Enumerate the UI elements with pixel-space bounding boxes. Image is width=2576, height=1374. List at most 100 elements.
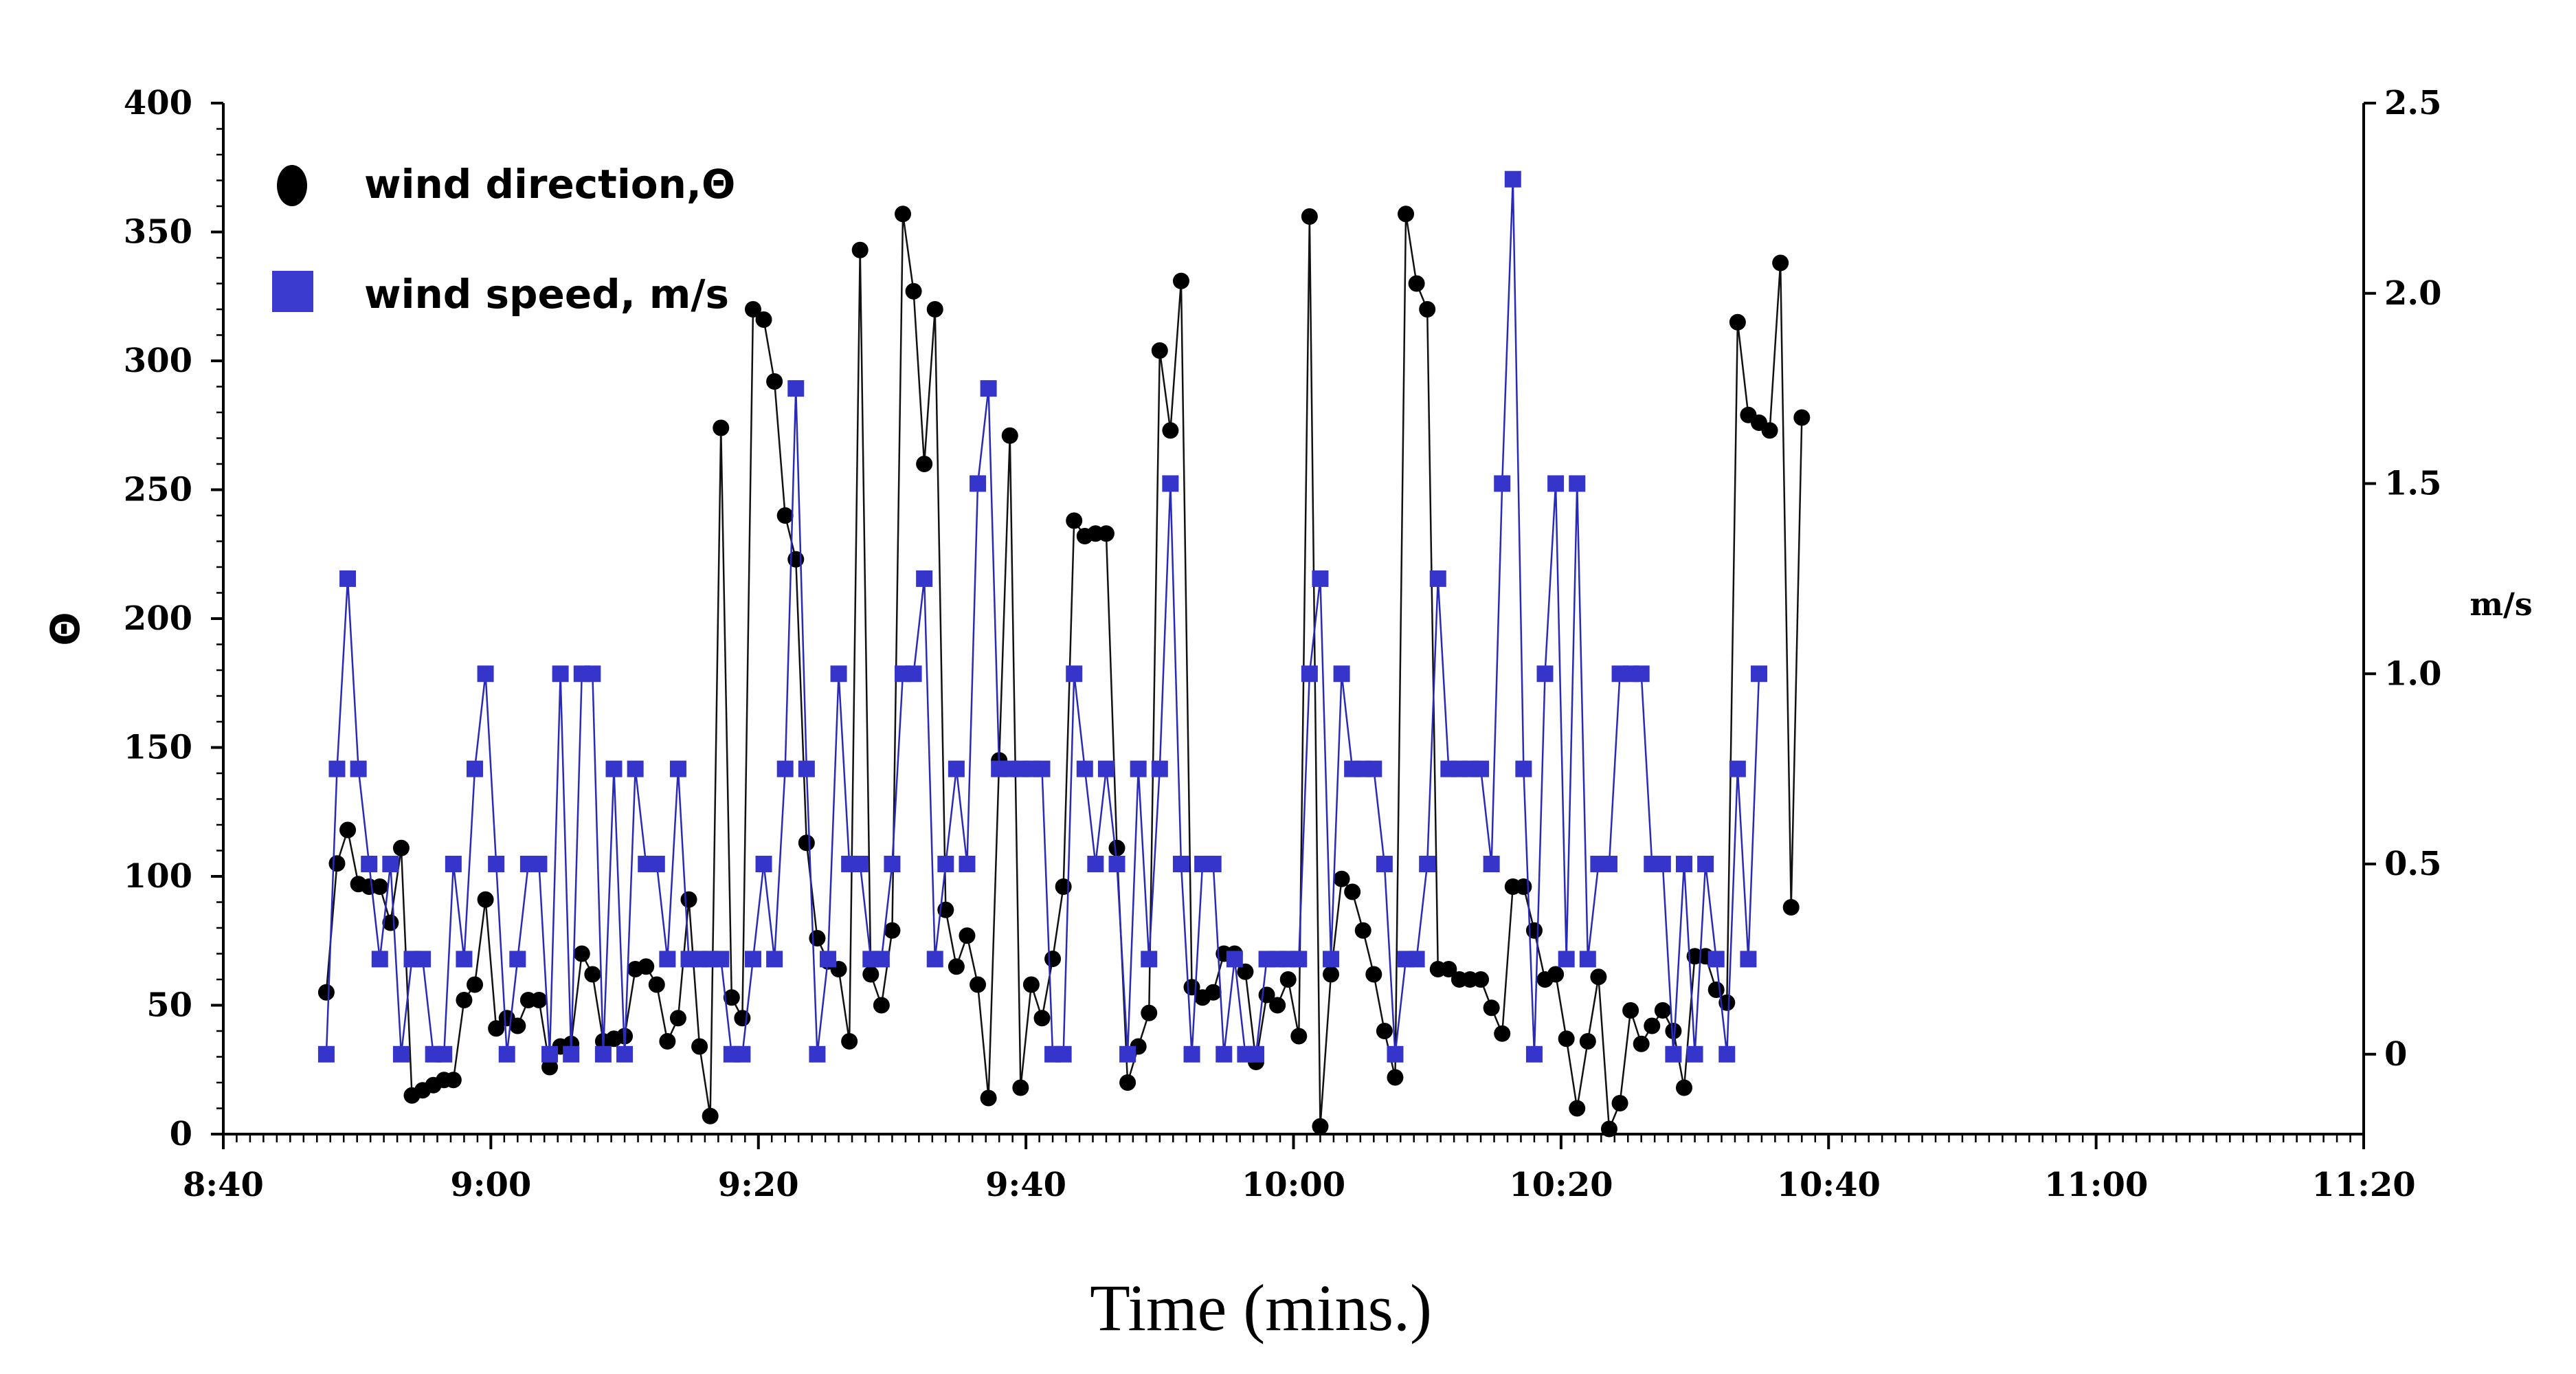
wind-direction-point (1622, 1002, 1639, 1019)
wind-direction-point (339, 821, 357, 839)
wind-direction-point (776, 507, 794, 524)
wind-speed-point (1183, 1045, 1200, 1063)
wind-speed-point (563, 1045, 580, 1063)
wind-direction-series (317, 206, 1811, 1138)
wind-speed-point (905, 665, 922, 683)
wind-speed-point (1119, 1045, 1136, 1063)
wind-direction-point (680, 891, 697, 908)
wind-direction-point (691, 1038, 708, 1055)
wind-direction-point (1590, 968, 1607, 986)
wind-direction-point (1205, 984, 1222, 1001)
wind-direction-point (1119, 1074, 1136, 1091)
wind-direction-point (1312, 1118, 1329, 1135)
wind-direction-point (488, 1020, 505, 1037)
wind-direction-point (1525, 922, 1543, 939)
wind-speed-point (1408, 951, 1425, 968)
wind-direction-point (1398, 206, 1415, 223)
wind-direction-point (1001, 427, 1018, 444)
wind-speed-point (787, 380, 805, 397)
x-tick-label: 11:20 (2311, 1166, 2415, 1204)
right-tick-label: 2.0 (2384, 274, 2442, 313)
legend-label-speed: wind speed, m/s (364, 271, 729, 318)
wind-speed-point (1365, 760, 1382, 777)
wind-direction-point (980, 1089, 997, 1107)
wind-direction-point (1793, 409, 1811, 426)
wind-direction-point (1376, 1023, 1393, 1039)
wind-speed-point (1097, 760, 1115, 777)
wind-direction-point (798, 834, 815, 852)
wind-speed-point (371, 951, 388, 968)
right-tick-label: 0.5 (2384, 845, 2442, 883)
wind-speed-point (414, 951, 432, 968)
wind-direction-point (648, 976, 665, 993)
wind-speed-point (1076, 760, 1093, 777)
wind-direction-point (1440, 961, 1457, 977)
wind-speed-point (1141, 951, 1158, 968)
wind-speed-point (1494, 475, 1511, 492)
wind-speed-point (1055, 1045, 1072, 1063)
x-tick-label: 10:00 (1242, 1166, 1345, 1204)
wind-speed-point (1579, 951, 1596, 968)
legend-label-direction: wind direction,Θ (364, 161, 735, 208)
wind-direction-point (948, 958, 965, 975)
wind-speed-point (669, 760, 686, 777)
wind-direction-point (1344, 883, 1361, 900)
wind-speed-point (798, 760, 815, 777)
x-tick-label: 9:40 (985, 1166, 1066, 1204)
wind-direction-point (1483, 999, 1500, 1017)
wind-direction-point (1012, 1079, 1029, 1096)
wind-direction-point (916, 456, 933, 472)
wind-direction-point (467, 976, 484, 993)
wind-speed-point (1108, 856, 1125, 873)
wind-direction-point (1579, 1033, 1596, 1050)
wind-direction-point (1033, 1010, 1051, 1027)
wind-direction-point (1515, 878, 1532, 895)
wind-direction-point (584, 966, 601, 983)
wind-speed-point (1600, 856, 1617, 873)
wind-speed-point (436, 1045, 453, 1063)
wind-speed-point (1066, 665, 1083, 683)
wind-speed-point (1483, 856, 1500, 873)
wind-direction-point (573, 945, 590, 962)
wind-speed-point (584, 665, 601, 683)
wind-direction-point (1569, 1100, 1586, 1117)
legend-square-marker (272, 271, 313, 312)
wind-speed-point (1162, 475, 1179, 492)
wind-direction-point (809, 930, 826, 946)
wind-direction-point (1044, 951, 1062, 967)
wind-direction-point (1301, 208, 1318, 225)
wind-speed-series (317, 170, 1768, 1063)
wind-speed-point (937, 856, 954, 873)
wind-direction-point (895, 206, 912, 223)
wind-direction-point (1707, 982, 1725, 998)
wind-speed-point (317, 1045, 335, 1063)
wind-direction-point (744, 301, 761, 318)
wind-direction-point (1354, 922, 1371, 939)
wind-direction-point (669, 1010, 686, 1027)
x-axis-title: Time (mins.) (1090, 1271, 1432, 1344)
wind-direction-point (328, 855, 346, 872)
legend-circle-marker (277, 165, 307, 206)
left-axis-title: Θ (42, 612, 89, 645)
x-tick-label: 9:00 (450, 1166, 531, 1204)
wind-direction-point (1333, 870, 1350, 887)
wind-direction-point (959, 927, 976, 944)
wind-speed-point (541, 1045, 559, 1063)
wind-direction-point (445, 1072, 462, 1089)
wind-direction-point (734, 1010, 751, 1027)
left-axis-ticks: 0 50 100 150 200 250 300 350 400 (124, 84, 223, 1153)
left-tick-label: 150 (124, 729, 192, 767)
wind-direction-point (1654, 1002, 1671, 1019)
wind-speed-point (948, 760, 965, 777)
wind-speed-point (734, 1045, 751, 1063)
wind-speed-point (1290, 951, 1308, 968)
wind-speed-point (467, 760, 484, 777)
wind-direction-point (862, 966, 880, 983)
wind-direction-point (1675, 1079, 1692, 1096)
wind-speed-point (509, 951, 526, 968)
left-tick-label: 0 (170, 1115, 192, 1153)
wind-speed-point (530, 856, 548, 873)
wind-direction-point (1772, 254, 1789, 272)
wind-direction-point (317, 984, 335, 1001)
left-tick-label: 100 (124, 857, 192, 896)
